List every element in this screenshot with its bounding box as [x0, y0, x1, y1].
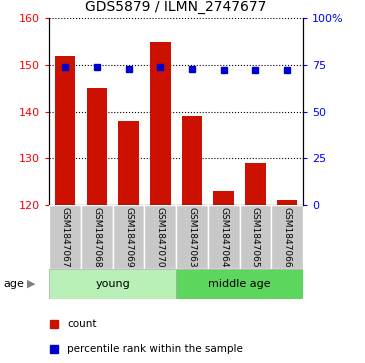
Bar	[176, 269, 303, 299]
Text: GSM1847068: GSM1847068	[92, 207, 101, 268]
Bar	[245, 163, 266, 205]
Bar	[145, 205, 176, 269]
Text: count: count	[67, 319, 96, 329]
Text: GSM1847070: GSM1847070	[156, 207, 165, 268]
Text: GSM1847064: GSM1847064	[219, 207, 228, 268]
Text: age: age	[4, 279, 24, 289]
Bar	[150, 41, 170, 205]
Bar	[214, 191, 234, 205]
Text: young: young	[95, 279, 130, 289]
Bar	[277, 200, 297, 205]
Text: GSM1847063: GSM1847063	[188, 207, 196, 268]
Text: GSM1847067: GSM1847067	[61, 207, 70, 268]
Text: percentile rank within the sample: percentile rank within the sample	[67, 344, 243, 354]
Bar	[113, 205, 145, 269]
Bar	[49, 269, 176, 299]
Bar	[239, 205, 271, 269]
Bar	[87, 88, 107, 205]
Bar	[55, 56, 76, 205]
Text: GSM1847069: GSM1847069	[124, 207, 133, 268]
Bar	[176, 205, 208, 269]
Text: GSM1847065: GSM1847065	[251, 207, 260, 268]
Text: ▶: ▶	[27, 279, 36, 289]
Bar	[271, 205, 303, 269]
Text: GSM1847066: GSM1847066	[283, 207, 292, 268]
Title: GDS5879 / ILMN_2747677: GDS5879 / ILMN_2747677	[85, 0, 267, 15]
Bar	[81, 205, 113, 269]
Bar	[118, 121, 139, 205]
Bar	[208, 205, 239, 269]
Bar	[49, 205, 81, 269]
Text: middle age: middle age	[208, 279, 271, 289]
Bar	[182, 116, 202, 205]
